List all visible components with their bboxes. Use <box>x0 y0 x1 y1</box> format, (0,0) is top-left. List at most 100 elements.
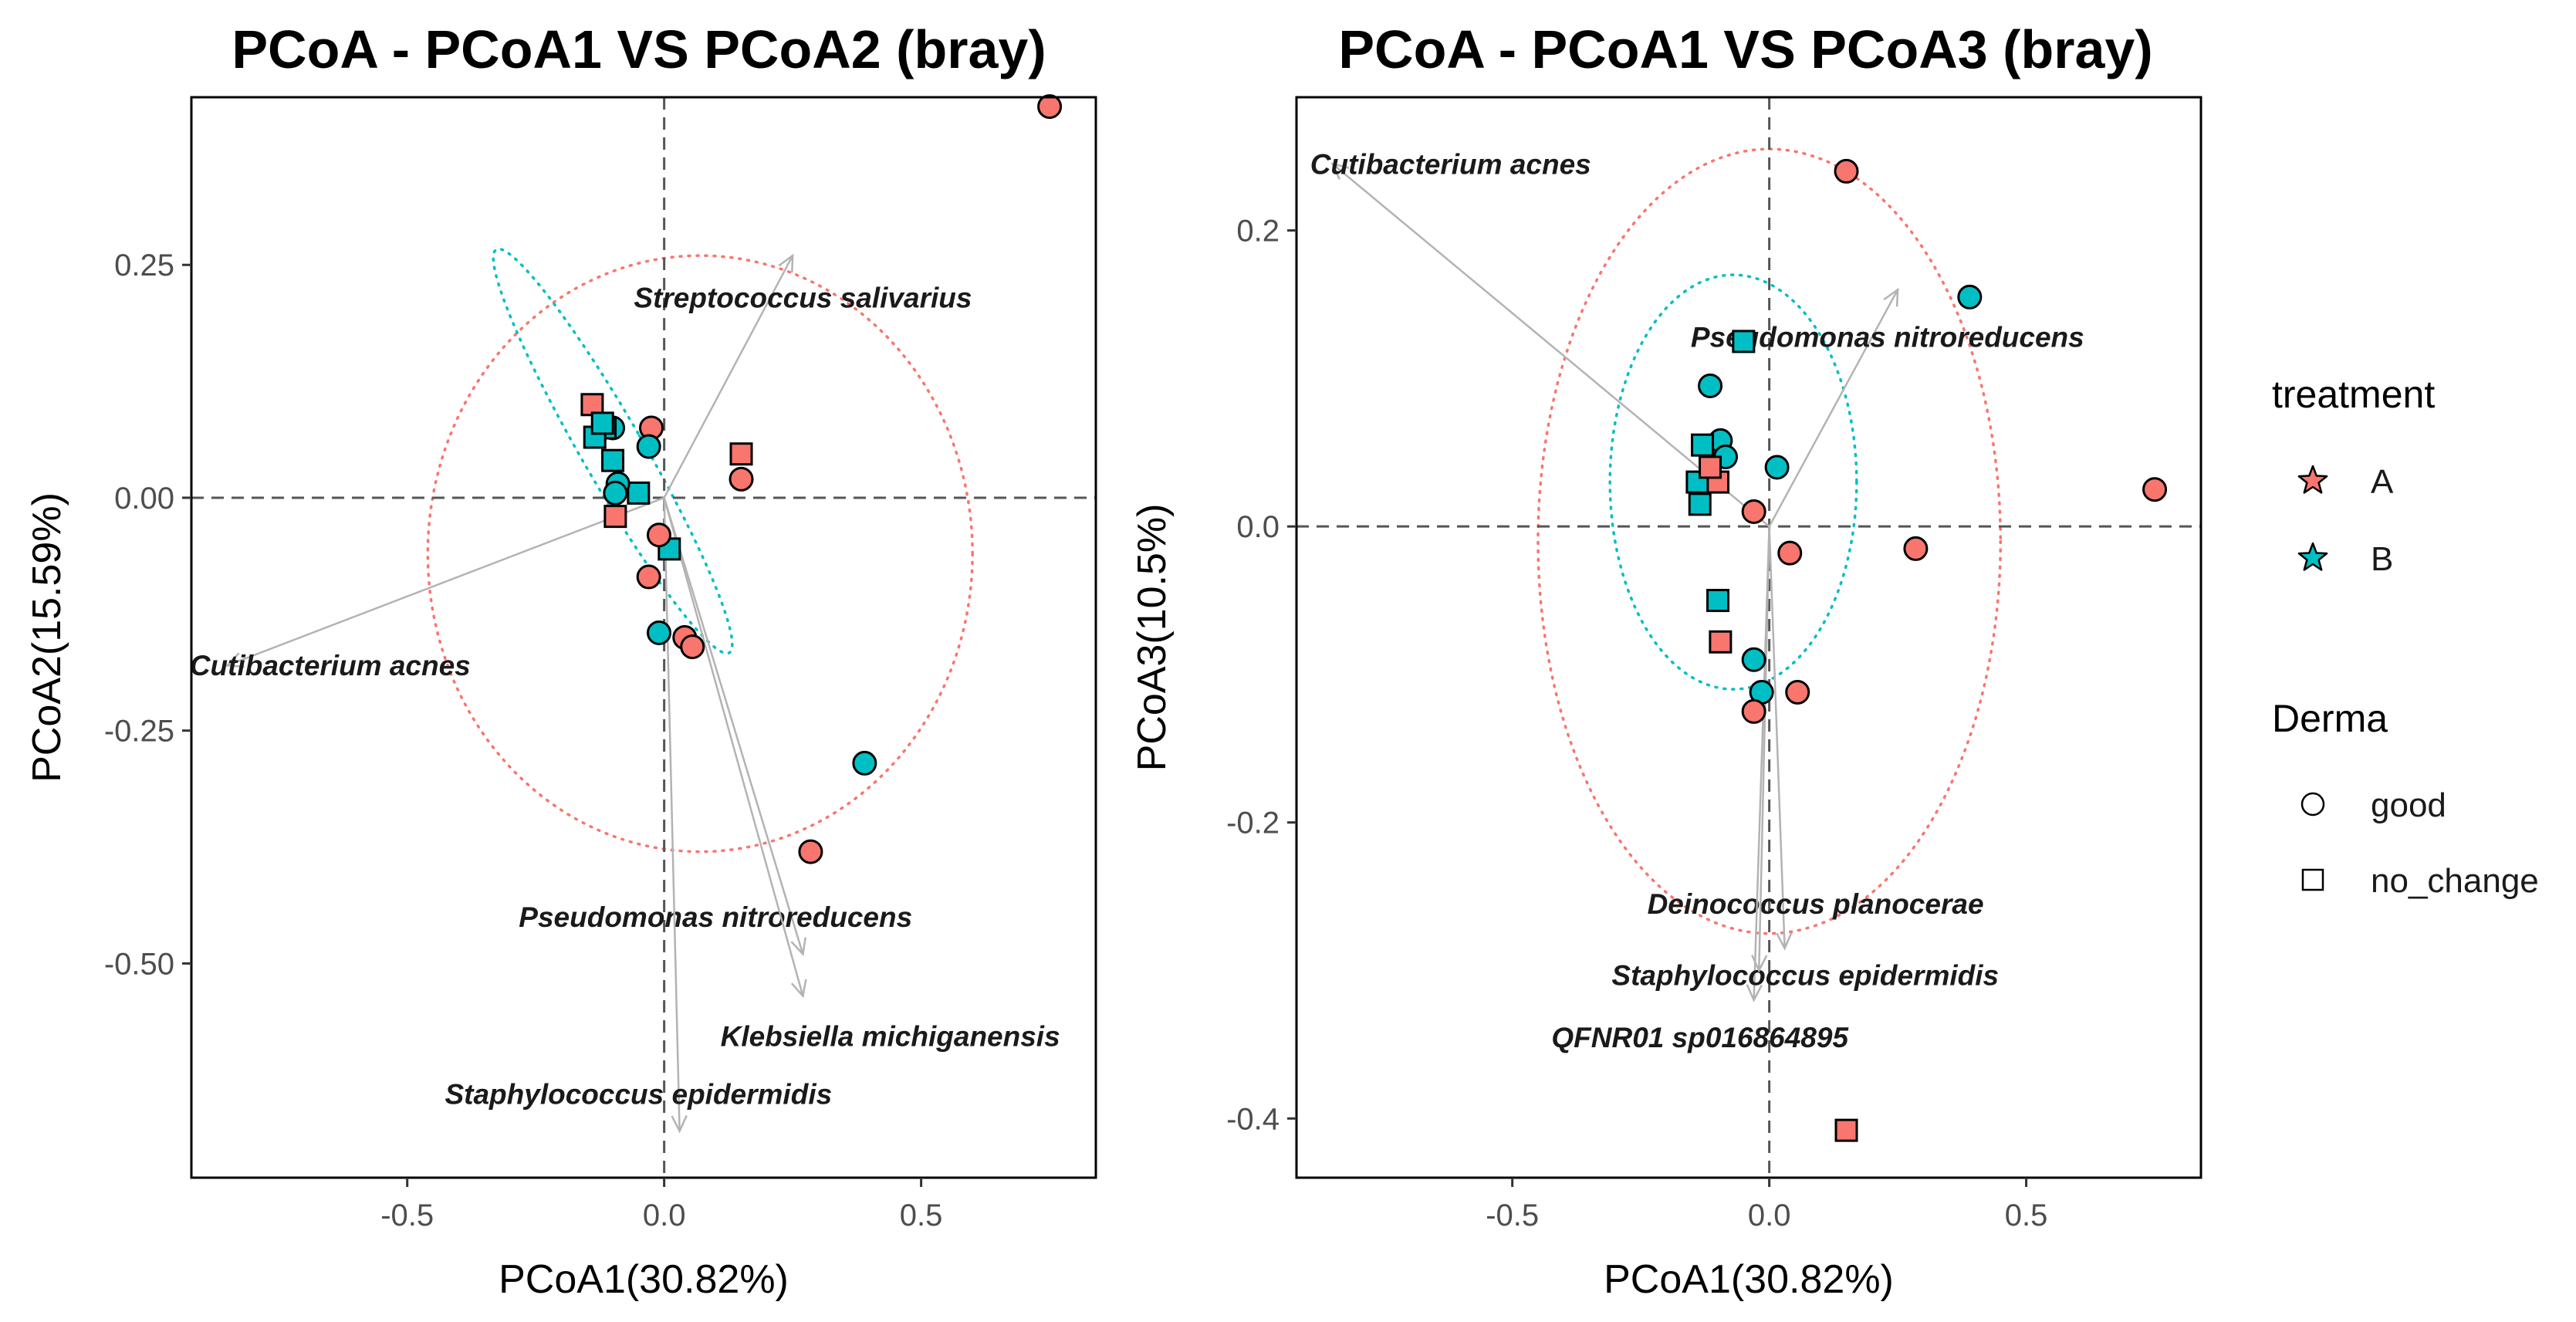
arrow-head <box>225 652 245 668</box>
arrow-line <box>1331 163 1770 528</box>
plot-area: Streptococcus salivarius Cutibacterium ac… <box>190 94 1096 1178</box>
ellipse-group-b <box>1608 273 1858 691</box>
plot-frame <box>190 96 1097 1179</box>
data-point-a-no-change <box>580 393 604 417</box>
data-point-b-no-change <box>1691 433 1715 457</box>
legend-treatment-items: AB <box>2297 463 2394 578</box>
data-point-b-good <box>646 620 671 645</box>
data-point-b-no-change <box>1688 492 1712 516</box>
arrow-label: Cutibacterium acnes <box>1310 148 1591 180</box>
chart-title: PCoA - PCoA1 VS PCoA2 (bray) <box>232 19 1046 79</box>
data-point-b-no-change <box>1685 470 1709 494</box>
data-point-b-good <box>852 750 877 776</box>
panel-pcoa1-vs-pcoa3: PCoA - PCoA1 VS PCoA3 (bray) Cutibacteri… <box>1130 19 2202 1302</box>
arrow-head <box>790 937 807 957</box>
legend-circle-icon <box>2300 792 2325 817</box>
legend-title-treatment: treatment <box>2272 373 2435 416</box>
arrow-line <box>663 497 804 955</box>
data-point-a-good <box>2142 477 2168 502</box>
data-point-b-good <box>1741 647 1766 672</box>
data-point-b-good <box>603 480 628 505</box>
legend-label-derma: no_change <box>2371 862 2539 900</box>
legend-label-treatment: A <box>2371 463 2394 501</box>
arrow-head <box>1746 984 1763 1002</box>
x-tick-label: 0.5 <box>2005 1199 2048 1232</box>
chart-title: PCoA - PCoA1 VS PCoA3 (bray) <box>1338 19 2152 79</box>
legend-label-derma: good <box>2371 786 2446 824</box>
y-tick-label: 0.25 <box>114 249 174 282</box>
data-point-a-good <box>1834 158 1859 184</box>
arrow-label: Streptococcus salivarius <box>634 282 972 313</box>
arrow-head <box>671 1115 688 1134</box>
y-tick-label: -0.2 <box>1226 806 1280 840</box>
data-point-a-good <box>1741 698 1766 724</box>
data-point-a-no-change <box>1834 1118 1858 1142</box>
legend-star-icon-a <box>2297 465 2328 494</box>
arrow-head <box>1751 954 1768 973</box>
y-tick-label: 0.00 <box>114 482 174 516</box>
ellipse-group-b <box>492 247 734 655</box>
arrow-line <box>1758 526 1770 971</box>
y-axis-title: PCoA3(10.5%) <box>1130 504 1175 772</box>
data-point-a-no-change <box>1699 455 1722 479</box>
x-tick-label: -0.5 <box>1486 1199 1539 1232</box>
data-point-a-good <box>1777 540 1803 566</box>
x-tick-label: -0.5 <box>380 1199 434 1232</box>
y-tick-label: 0.2 <box>1236 215 1280 249</box>
data-point-a-good <box>798 839 823 864</box>
data-point-a-good <box>1037 94 1063 120</box>
data-point-b-good <box>1957 284 1983 309</box>
legend-square-icon <box>2301 868 2324 891</box>
data-point-b-good <box>1698 373 1723 398</box>
arrow-label: Deinococcus planocerae <box>1648 888 1984 920</box>
y-axis-title: PCoA2(15.59%) <box>25 492 69 783</box>
plot-area: Cutibacterium acnes Pseudomonas nitroredu… <box>1296 97 2201 1178</box>
data-point-b-no-change <box>1706 589 1730 613</box>
x-axis-title: PCoA1(30.82%) <box>499 1257 789 1302</box>
legend-star-icon-b <box>2297 542 2328 571</box>
y-tick-label: -0.50 <box>104 947 174 981</box>
arrow-head <box>778 253 794 273</box>
legend-derma-items: good no_change <box>2300 786 2539 900</box>
x-tick-label: 0.5 <box>900 1199 943 1232</box>
arrow-label: Pseudomonas nitroreducens <box>1691 322 2084 353</box>
y-tick-label: -0.4 <box>1226 1102 1280 1136</box>
arrow-line <box>1768 289 1899 527</box>
arrow-line <box>663 497 681 1131</box>
data-point-a-no-change <box>603 505 627 529</box>
panel-pcoa1-vs-pcoa2: PCoA - PCoA1 VS PCoA2 (bray) Streptococc… <box>25 19 1097 1302</box>
plot-frame <box>1295 96 2202 1179</box>
data-point-a-good <box>636 564 661 590</box>
arrow-label: Staphylococcus epidermidis <box>1611 959 1999 991</box>
data-point-a-no-change <box>729 442 753 466</box>
data-point-a-good <box>1785 679 1810 705</box>
x-tick-label: 0.0 <box>643 1199 686 1232</box>
arrow-head <box>1330 162 1350 180</box>
x-tick-label: 0.0 <box>1748 1199 1791 1232</box>
data-point-b-good <box>1764 455 1790 480</box>
arrow-line <box>1768 526 1786 948</box>
arrow-head <box>1776 932 1793 951</box>
data-point-a-no-change <box>1709 630 1733 654</box>
data-point-b-no-change <box>601 448 625 472</box>
y-tick-label: -0.25 <box>104 715 174 749</box>
arrow-label: Staphylococcus epidermidis <box>445 1078 832 1110</box>
arrow-line <box>663 497 804 996</box>
x-axis-title: PCoA1(30.82%) <box>1604 1257 1894 1302</box>
y-tick-label: 0.0 <box>1236 510 1280 544</box>
ellipse-group-a <box>426 254 974 854</box>
data-point-b-good <box>636 434 661 459</box>
arrow-label: Pseudomonas nitroreducens <box>519 901 912 933</box>
arrow-label: Klebsiella michiganensis <box>721 1021 1060 1053</box>
legend-title-derma: Derma <box>2272 697 2388 740</box>
arrow-line <box>227 496 665 667</box>
data-point-b-no-change <box>1732 330 1756 353</box>
data-point-b-no-change <box>590 411 614 435</box>
legend-label-treatment: B <box>2371 540 2393 578</box>
data-point-a-good <box>680 634 705 660</box>
arrow-label: Cutibacterium acnes <box>190 650 471 681</box>
data-point-a-good <box>646 522 671 548</box>
arrow-head <box>1883 287 1899 307</box>
